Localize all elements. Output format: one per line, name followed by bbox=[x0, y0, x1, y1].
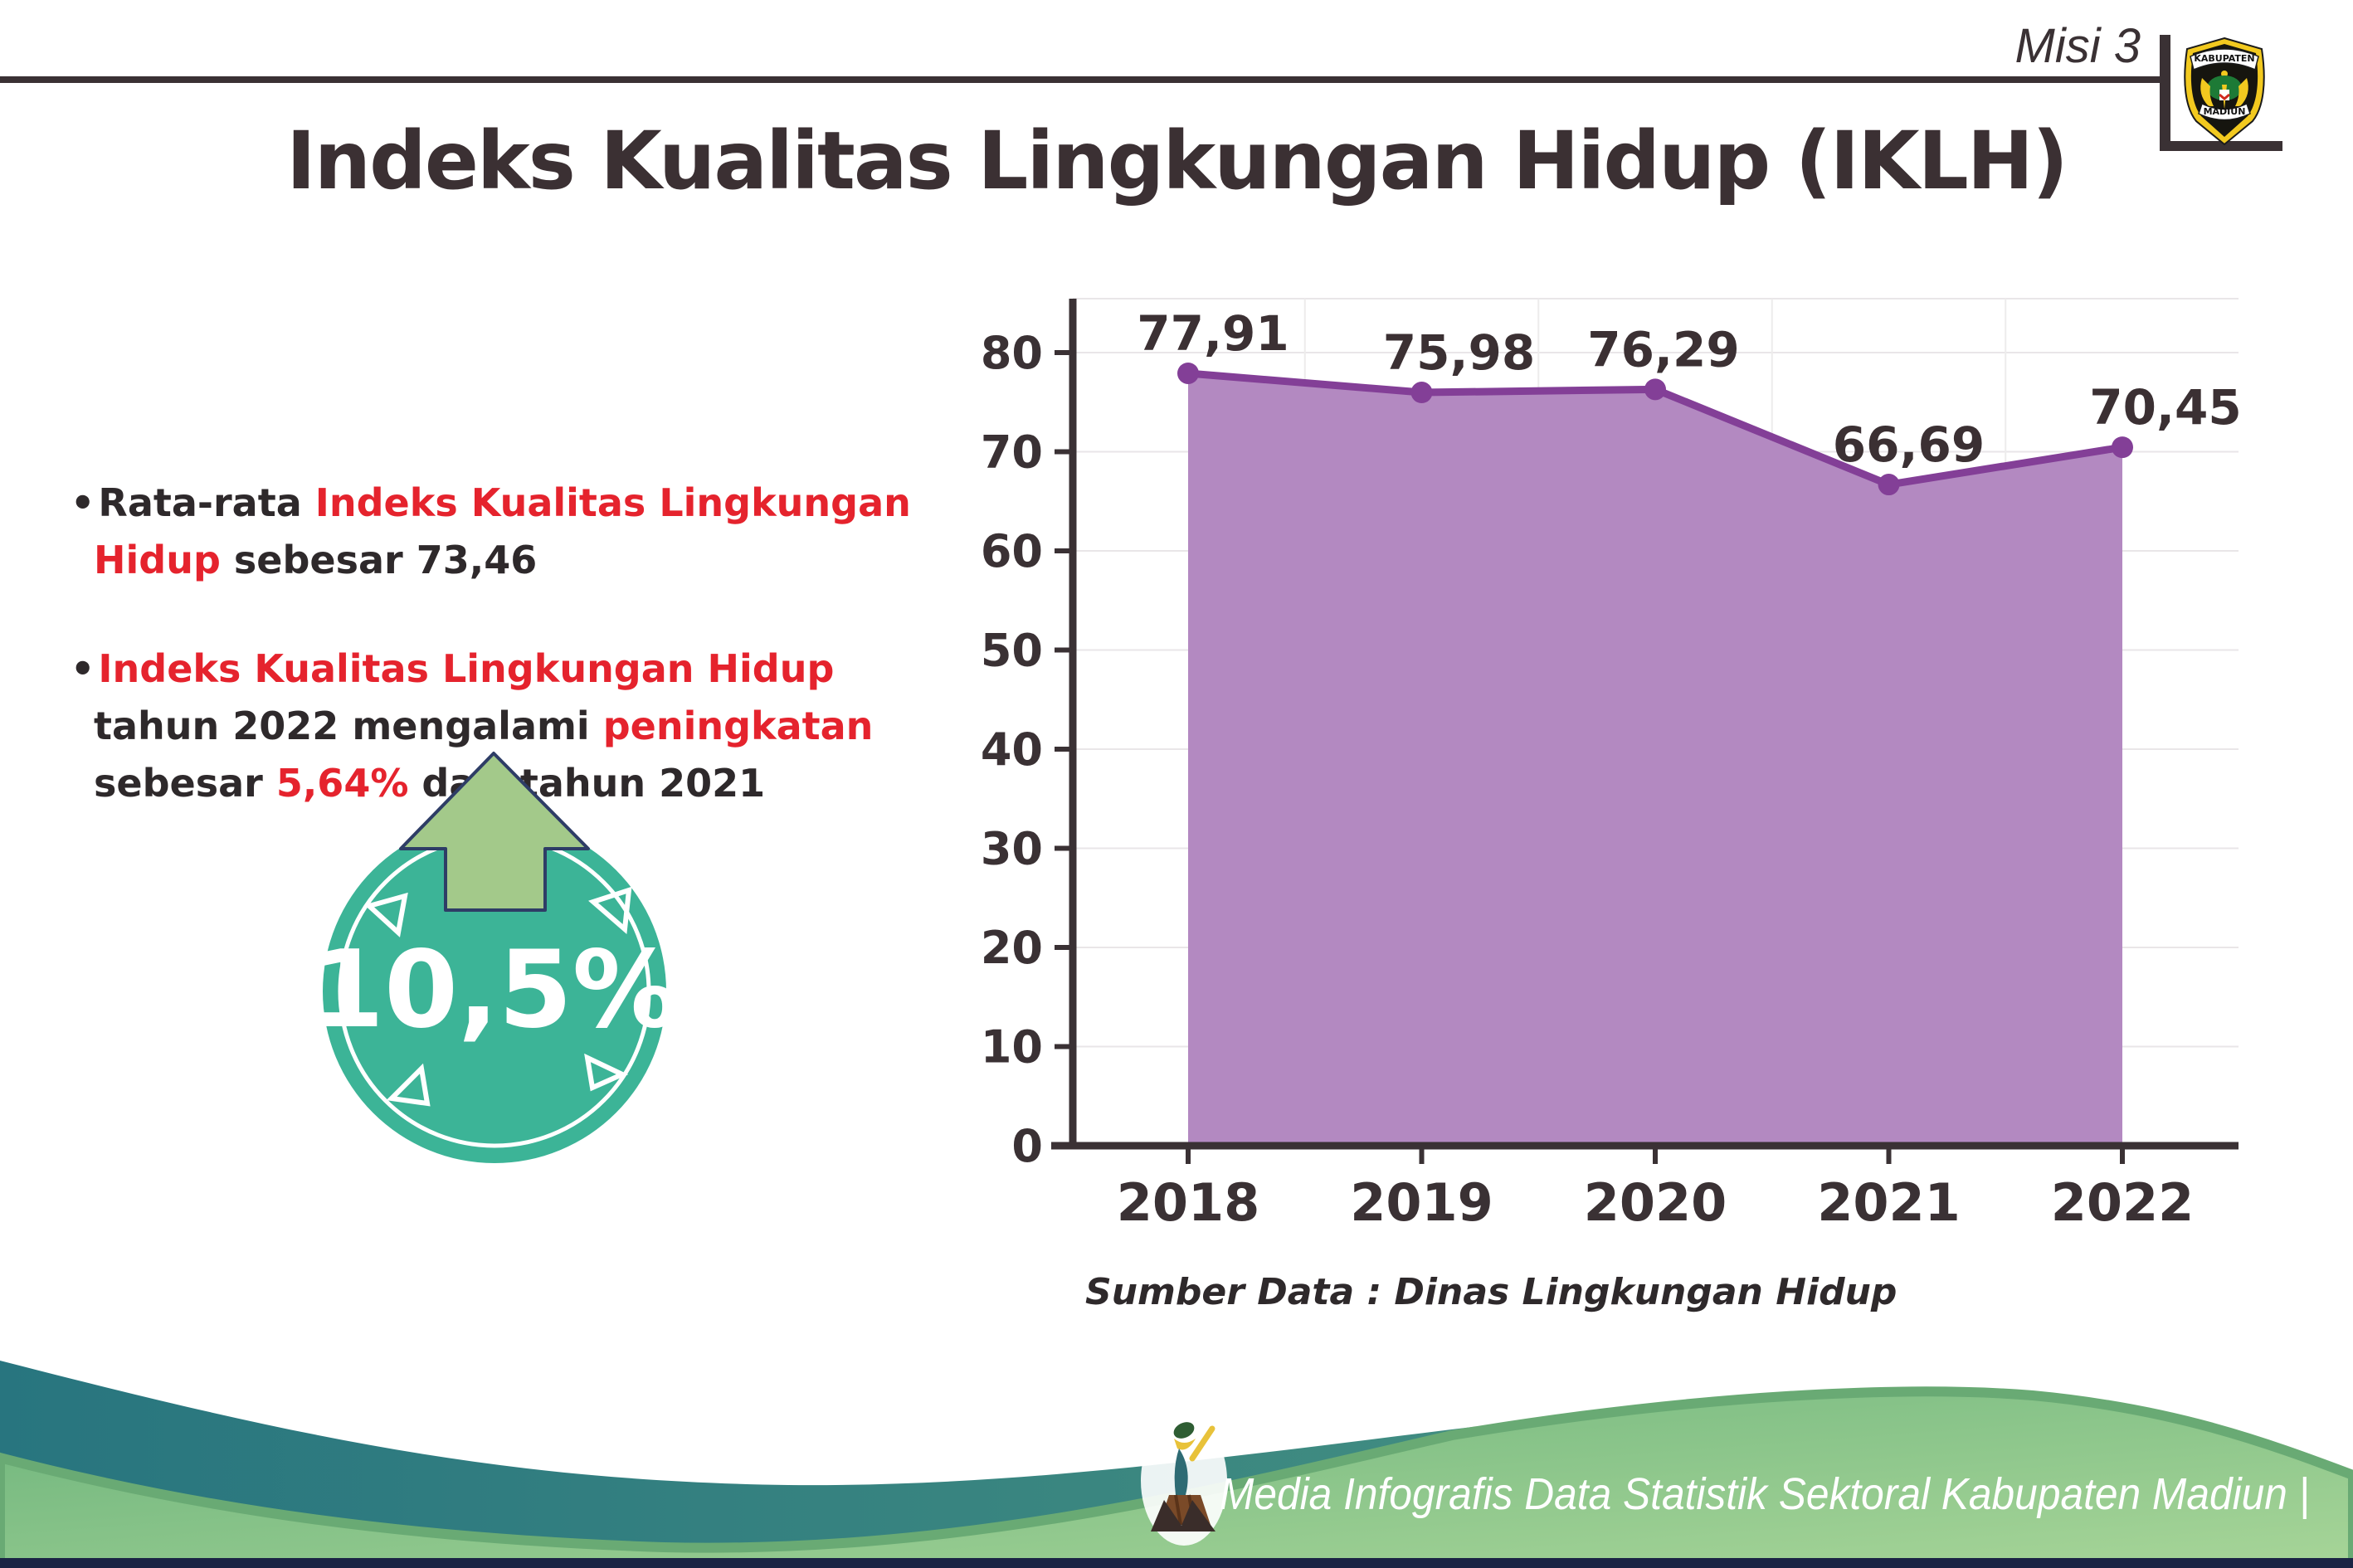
logo-bracket-horizontal bbox=[2160, 141, 2282, 151]
y-tick-label: 60 bbox=[981, 525, 1043, 577]
header-rule bbox=[0, 76, 2165, 83]
mission-label: Misi 3 bbox=[2014, 19, 2141, 73]
logo-bracket-vertical bbox=[2160, 35, 2170, 151]
y-tick-label: 40 bbox=[981, 723, 1043, 776]
up-arrow-icon bbox=[399, 752, 590, 912]
logo-bottom-banner bbox=[2198, 102, 2251, 121]
badge-spark-upper-left bbox=[363, 892, 408, 937]
insight-item: Indeks Kualitas Lingkungan Hidup tahun 2… bbox=[71, 640, 971, 812]
x-tick-label: 2022 bbox=[2051, 1172, 2195, 1233]
insight-text-segment: peningkatan bbox=[602, 704, 874, 748]
chart-source-note: Sumber Data : Dinas Lingkungan Hidup bbox=[1085, 1271, 1898, 1313]
badge-circle bbox=[323, 820, 666, 1163]
insight-text-segment: Indeks Kualitas Lingkungan Hidup bbox=[94, 480, 911, 582]
page-title: Indeks Kualitas Lingkungan Hidup (IKLH) bbox=[286, 114, 2068, 207]
insight-text-segment: Rata-rata bbox=[98, 480, 315, 525]
logo-top-text: KABUPATEN bbox=[2194, 53, 2254, 64]
insight-text-segment: tahun 2022 mengalami bbox=[94, 704, 603, 748]
logo-wing-right bbox=[2235, 78, 2248, 106]
footer-waves bbox=[0, 1361, 2353, 1568]
green-wave bbox=[0, 1386, 2353, 1568]
y-tick-label: 20 bbox=[981, 922, 1043, 974]
insight-text-segment: sebesar 73,46 bbox=[220, 538, 538, 582]
badge-spark-upper-right bbox=[588, 886, 632, 935]
logo-bottom-text: MADIUN bbox=[2204, 106, 2246, 117]
data-value-label: 77,91 bbox=[1137, 305, 1289, 362]
data-point bbox=[1177, 362, 1199, 384]
y-tick-label: 10 bbox=[981, 1021, 1043, 1074]
y-tick-label: 30 bbox=[981, 823, 1043, 875]
x-tick-label: 2018 bbox=[1117, 1172, 1260, 1233]
insight-text-segment: Indeks Kualitas Lingkungan Hidup bbox=[98, 646, 835, 691]
y-tick-label: 70 bbox=[981, 426, 1043, 479]
y-tick-label: 50 bbox=[981, 625, 1043, 677]
y-tick-label: 80 bbox=[981, 327, 1043, 379]
x-tick-label: 2019 bbox=[1350, 1172, 1493, 1233]
x-tick-label: 2021 bbox=[1817, 1172, 1961, 1233]
data-value-label: 70,45 bbox=[2089, 379, 2241, 436]
logo-wing-left bbox=[2200, 78, 2214, 106]
logo-star bbox=[2221, 71, 2228, 77]
logo-top-banner bbox=[2190, 48, 2259, 71]
badge-spark-lower-left bbox=[386, 1063, 431, 1107]
data-value-label: 66,69 bbox=[1833, 416, 1985, 473]
x-tick-label: 2020 bbox=[1584, 1172, 1727, 1233]
y-tick-label: 0 bbox=[1011, 1120, 1043, 1172]
data-point bbox=[1410, 382, 1433, 404]
data-value-label: 76,29 bbox=[1587, 321, 1739, 377]
insight-list: Rata-rata Indeks Kualitas Lingkungan Hid… bbox=[71, 475, 971, 812]
insight-text-segment: 5,64% bbox=[275, 761, 409, 806]
badge-spark-lower-right bbox=[584, 1053, 629, 1092]
data-point bbox=[2112, 436, 2133, 459]
kabupaten-madiun-logo: KABUPATEN MADIUN bbox=[2184, 37, 2265, 146]
increase-badge: 10,5% bbox=[314, 752, 679, 1163]
insight-item: Rata-rata Indeks Kualitas Lingkungan Hid… bbox=[71, 475, 971, 589]
insight-text-segment: sebesar bbox=[94, 761, 276, 806]
insight-panel: Rata-rata Indeks Kualitas Lingkungan Hid… bbox=[71, 475, 971, 864]
data-point bbox=[1878, 474, 1900, 496]
footer-base-strip bbox=[0, 1558, 2353, 1568]
data-point bbox=[1644, 378, 1666, 401]
logo-inner-chevron bbox=[2219, 93, 2230, 100]
footer-credit: Media Infografis Data Statistik Sektoral… bbox=[1220, 1469, 2310, 1519]
area-fill bbox=[1188, 373, 2122, 1147]
data-value-label: 75,98 bbox=[1383, 324, 1535, 381]
badge-value: 10,5% bbox=[314, 928, 679, 1052]
iklh-area-chart: 77,91 75,98 76,29 66,69 70,45 0 10 20 30 40 50 60 70… bbox=[981, 298, 2242, 1233]
dancer-mascot-icon bbox=[1141, 1416, 1227, 1546]
